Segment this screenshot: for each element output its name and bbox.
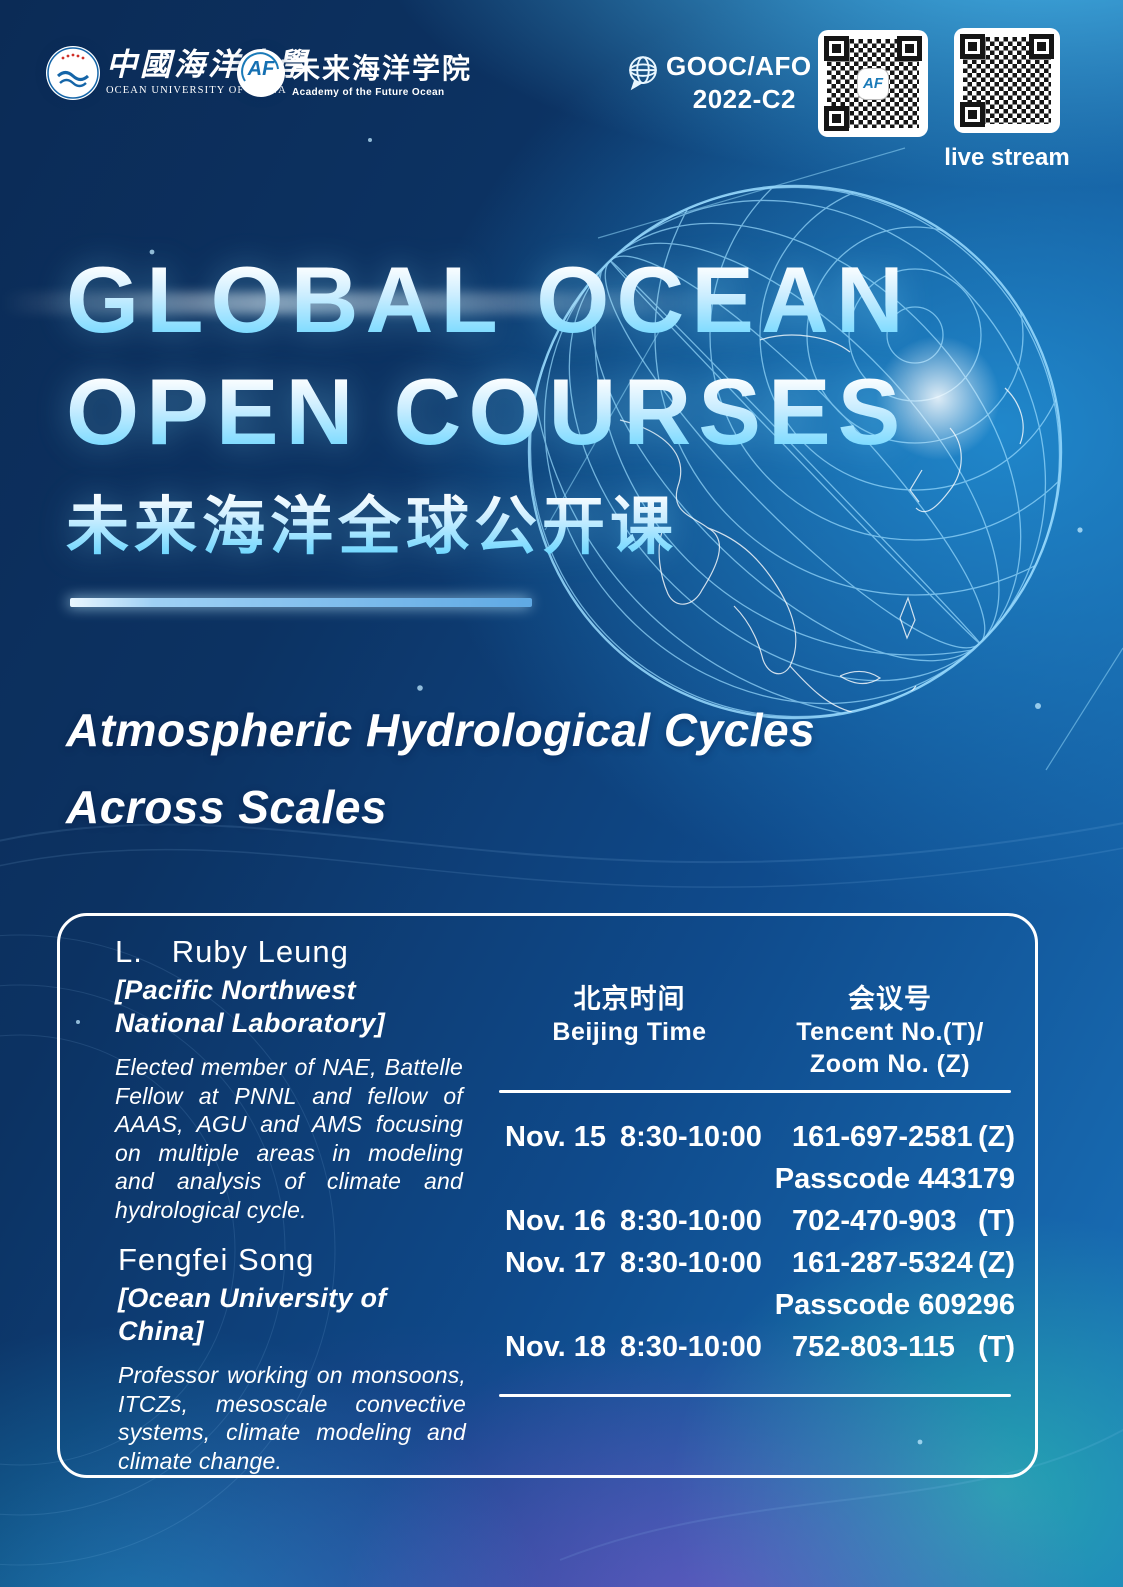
qr-code-livestream bbox=[954, 28, 1060, 133]
schedule-header-meeting-zh: 会议号 bbox=[848, 984, 932, 1014]
course-title: Atmospheric Hydrological Cycles Across S… bbox=[66, 692, 815, 846]
session-time: 8:30-10:00 bbox=[620, 1246, 762, 1279]
speaker-name: L. Ruby Leung bbox=[115, 934, 349, 969]
qr-finder-icon bbox=[824, 106, 849, 131]
session-date: Nov. 16 bbox=[505, 1204, 607, 1237]
schedule-header-meeting: 会议号 Tencent No.(T)/ Zoom No. (Z) bbox=[765, 983, 1015, 1080]
meeting-passcode: Passcode 443179 bbox=[774, 1163, 1015, 1195]
schedule-divider-bottom bbox=[499, 1394, 1011, 1397]
subtitle-zh: 未来海洋全球公开课 bbox=[66, 476, 678, 567]
meeting-number: 702-470-903 bbox=[792, 1204, 957, 1237]
meeting-number: 752-803-115 bbox=[792, 1330, 955, 1363]
schedule-row: Nov. 15 8:30-10:00 161-697-2581 (Z) bbox=[505, 1116, 1015, 1158]
schedule-header-time-zh: 北京时间 bbox=[573, 984, 686, 1014]
meeting-platform: (Z) bbox=[977, 1246, 1015, 1279]
gooc-badge-line2: 2022-C2 bbox=[692, 84, 796, 114]
afo-name-zh: 未来海洋学院 bbox=[292, 53, 473, 84]
schedule-header-time: 北京时间 Beijing Time bbox=[497, 983, 762, 1048]
light-flare bbox=[0, 292, 880, 314]
ouc-logo-icon bbox=[46, 46, 100, 100]
qr-finder-icon bbox=[897, 36, 922, 61]
afo-name-en: Academy of the Future Ocean bbox=[292, 87, 445, 98]
afo-monogram: AF bbox=[247, 58, 275, 80]
gooc-globe-chat-icon bbox=[622, 52, 664, 99]
main-title-line2: OPEN COURSES bbox=[66, 356, 911, 468]
session-date: Nov. 15 bbox=[505, 1120, 607, 1153]
meeting-platform: (Z) bbox=[977, 1120, 1015, 1153]
info-box bbox=[57, 913, 1038, 1478]
schedule-row: Nov. 17 8:30-10:00 161-287-5324 (Z) bbox=[505, 1242, 1015, 1284]
qr-finder-icon bbox=[1029, 34, 1054, 59]
title-divider bbox=[70, 598, 532, 607]
meeting-passcode: Passcode 609296 bbox=[774, 1289, 1015, 1321]
afo-name: 未来海洋学院 Academy of the Future Ocean bbox=[292, 53, 472, 98]
qr-finder-icon bbox=[824, 36, 849, 61]
schedule-header-time-en: Beijing Time bbox=[552, 1018, 707, 1046]
qr-code-wechat: AF bbox=[818, 30, 928, 137]
meeting-platform: (T) bbox=[977, 1330, 1015, 1363]
course-title-line1: Atmospheric Hydrological Cycles bbox=[66, 704, 816, 756]
gooc-badge: GOOC/AFO 2022-C2 bbox=[666, 50, 812, 116]
session-time: 8:30-10:00 bbox=[620, 1330, 762, 1363]
meeting-number: 161-697-2581 bbox=[792, 1120, 973, 1153]
speaker-affiliation: [Pacific Northwest National Laboratory] bbox=[115, 975, 386, 1038]
speaker-block: Fengfei Song [Ocean University of China]… bbox=[118, 1242, 466, 1475]
speaker-bio: Elected member of NAE, Battelle Fellow a… bbox=[115, 1054, 463, 1223]
afo-logo-icon: AF bbox=[237, 49, 285, 97]
schedule-row: Nov. 18 8:30-10:00 752-803-115 (T) bbox=[505, 1326, 1015, 1368]
gooc-badge-line1: GOOC/AFO bbox=[666, 51, 812, 81]
qr-center-logo: AF bbox=[857, 67, 889, 100]
main-title-line1: GLOBAL OCEAN bbox=[66, 244, 911, 356]
course-title-line2: Across Scales bbox=[66, 781, 388, 833]
speaker-block: L. Ruby Leung [Pacific Northwest Nationa… bbox=[115, 934, 463, 1224]
speaker-name: Fengfei Song bbox=[118, 1242, 315, 1277]
session-date: Nov. 17 bbox=[505, 1246, 607, 1279]
qr-finder-icon bbox=[960, 34, 985, 59]
main-title: GLOBAL OCEAN OPEN COURSES bbox=[66, 244, 911, 468]
schedule-header-meeting-en1: Tencent No.(T)/ bbox=[796, 1018, 984, 1046]
schedule-table: Nov. 15 8:30-10:00 161-697-2581 (Z) Pass… bbox=[505, 1116, 1015, 1368]
speaker-bio: Professor working on monsoons, ITCZs, me… bbox=[118, 1362, 466, 1474]
schedule-row: Nov. 16 8:30-10:00 702-470-903 (T) bbox=[505, 1200, 1015, 1242]
schedule-divider-top bbox=[499, 1090, 1011, 1093]
speaker-affiliation: [Ocean University of China] bbox=[118, 1283, 387, 1346]
meeting-number: 161-287-5324 bbox=[792, 1246, 973, 1279]
session-time: 8:30-10:00 bbox=[620, 1204, 762, 1237]
session-date: Nov. 18 bbox=[505, 1330, 607, 1363]
qr-finder-icon bbox=[960, 102, 985, 127]
ouc-name-en: OCEAN UNIVERSITY OF CHINA bbox=[106, 85, 287, 96]
live-stream-label: live stream bbox=[944, 144, 1070, 171]
session-time: 8:30-10:00 bbox=[620, 1120, 762, 1153]
schedule-header-meeting-en2: Zoom No. (Z) bbox=[809, 1050, 971, 1078]
meeting-platform: (T) bbox=[977, 1204, 1015, 1237]
